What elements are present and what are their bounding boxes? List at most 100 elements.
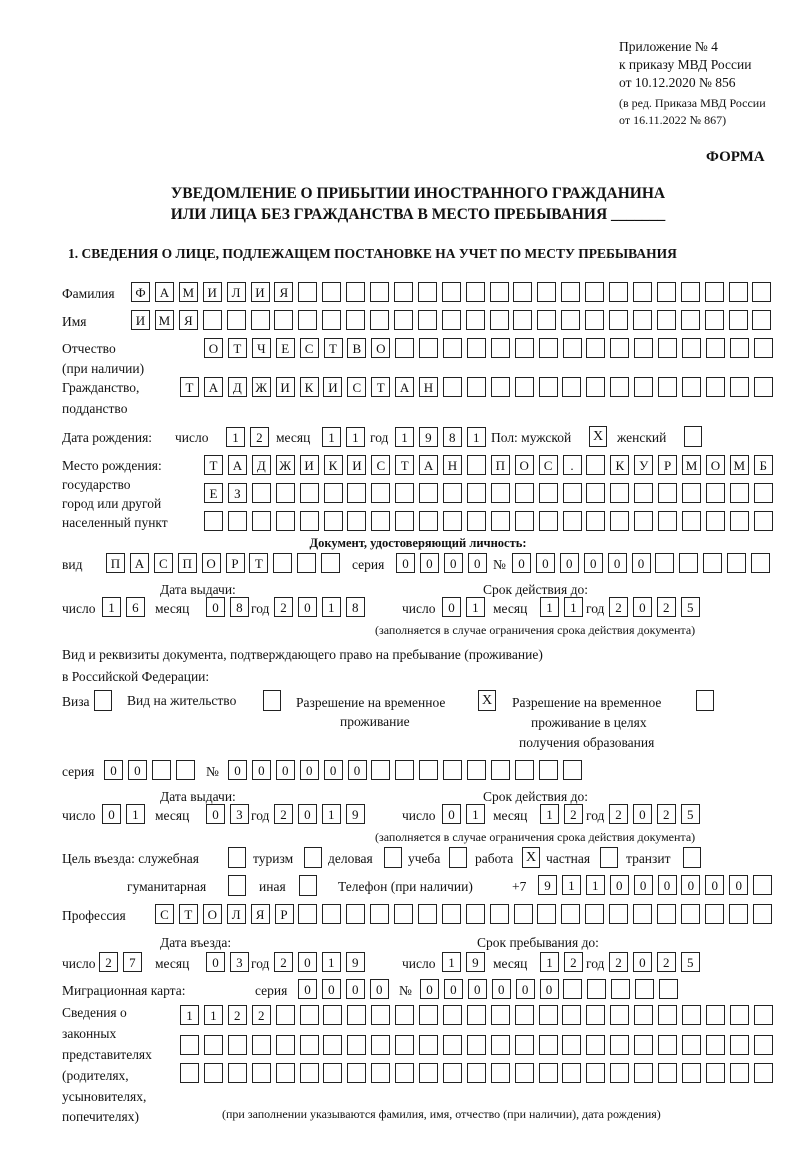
char-cell[interactable] (321, 553, 341, 573)
char-cell[interactable]: Е (204, 483, 223, 503)
char-cell[interactable] (751, 553, 770, 573)
char-cell[interactable] (467, 760, 486, 780)
char-cell[interactable] (634, 511, 654, 531)
char-cell[interactable]: 1 (180, 1005, 199, 1025)
char-cell[interactable] (323, 511, 343, 531)
char-cell[interactable]: 2 (609, 597, 628, 617)
char-cell[interactable] (632, 310, 652, 330)
char-cell[interactable] (371, 1035, 391, 1055)
char-cell[interactable]: 5 (680, 597, 700, 617)
char-cell[interactable] (682, 483, 701, 503)
char-cell[interactable] (658, 338, 678, 358)
char-cell[interactable]: 2 (656, 597, 676, 617)
char-cell[interactable] (610, 511, 630, 531)
char-cell[interactable] (537, 282, 557, 302)
char-cell[interactable]: 1 (540, 597, 559, 617)
char-cell[interactable]: Р (274, 904, 294, 924)
char-cell[interactable]: 7 (122, 952, 142, 972)
char-cell[interactable] (441, 310, 461, 330)
work-checkbox[interactable]: X (522, 847, 540, 868)
char-cell[interactable] (490, 377, 510, 397)
char-cell[interactable] (658, 483, 678, 503)
char-cell[interactable]: 0 (396, 553, 415, 573)
char-cell[interactable]: И (299, 455, 319, 475)
char-cell[interactable]: Ж (251, 377, 271, 397)
char-cell[interactable]: 0 (632, 952, 652, 972)
char-cell[interactable] (514, 511, 534, 531)
char-cell[interactable] (537, 904, 557, 924)
char-cell[interactable] (347, 1063, 367, 1083)
char-cell[interactable] (704, 904, 724, 924)
char-cell[interactable]: С (153, 553, 173, 573)
char-cell[interactable] (586, 377, 606, 397)
char-cell[interactable]: 1 (321, 804, 341, 824)
char-cell[interactable] (466, 511, 486, 531)
char-cell[interactable] (466, 338, 486, 358)
char-cell[interactable]: Б (753, 455, 773, 475)
char-cell[interactable]: П (490, 455, 510, 475)
char-cell[interactable] (680, 310, 700, 330)
char-cell[interactable]: 5 (680, 952, 700, 972)
humanitarian-checkbox[interactable] (228, 875, 246, 896)
char-cell[interactable]: Т (227, 338, 247, 358)
char-cell[interactable] (705, 1035, 725, 1055)
char-cell[interactable]: 0 (559, 553, 579, 573)
char-cell[interactable] (752, 904, 772, 924)
char-cell[interactable]: 1 (465, 804, 485, 824)
char-cell[interactable] (370, 282, 389, 302)
char-cell[interactable] (609, 310, 628, 330)
char-cell[interactable] (346, 282, 366, 302)
char-cell[interactable]: 1 (466, 427, 486, 447)
char-cell[interactable] (275, 511, 295, 531)
char-cell[interactable]: О (204, 338, 223, 358)
char-cell[interactable]: У (634, 455, 654, 475)
char-cell[interactable] (538, 1063, 558, 1083)
char-cell[interactable]: 0 (632, 597, 652, 617)
char-cell[interactable] (655, 553, 675, 573)
char-cell[interactable] (250, 310, 270, 330)
char-cell[interactable] (658, 377, 677, 397)
char-cell[interactable] (514, 1063, 534, 1083)
char-cell[interactable] (443, 338, 462, 358)
char-cell[interactable]: Д (251, 455, 271, 475)
char-cell[interactable] (490, 338, 510, 358)
char-cell[interactable] (395, 483, 415, 503)
char-cell[interactable]: 2 (227, 1005, 247, 1025)
char-cell[interactable] (297, 553, 317, 573)
char-cell[interactable] (419, 511, 439, 531)
char-cell[interactable] (753, 875, 773, 895)
char-cell[interactable] (659, 979, 678, 999)
char-cell[interactable]: Ф (131, 282, 150, 302)
char-cell[interactable] (562, 377, 582, 397)
char-cell[interactable] (275, 1035, 295, 1055)
char-cell[interactable]: А (227, 455, 247, 475)
char-cell[interactable]: 2 (274, 804, 293, 824)
char-cell[interactable] (681, 1035, 701, 1055)
char-cell[interactable] (203, 1035, 223, 1055)
char-cell[interactable] (514, 1005, 534, 1025)
char-cell[interactable] (299, 483, 319, 503)
reps-line3-field[interactable] (180, 1063, 778, 1085)
char-cell[interactable] (322, 904, 342, 924)
char-cell[interactable]: 0 (206, 952, 225, 972)
char-cell[interactable]: 2 (609, 804, 628, 824)
char-cell[interactable] (298, 310, 318, 330)
char-cell[interactable] (347, 1035, 367, 1055)
char-cell[interactable] (298, 282, 318, 302)
char-cell[interactable]: Я (274, 282, 294, 302)
char-cell[interactable]: 0 (535, 553, 555, 573)
char-cell[interactable] (585, 310, 605, 330)
char-cell[interactable] (466, 1005, 486, 1025)
char-cell[interactable]: 1 (102, 597, 121, 617)
char-cell[interactable] (322, 310, 342, 330)
